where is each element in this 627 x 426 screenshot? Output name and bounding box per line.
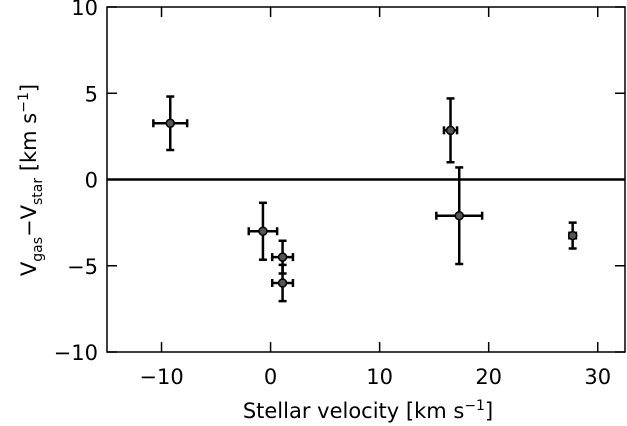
- y-label-part: gas: [30, 237, 46, 262]
- x-label-part: −1: [464, 398, 485, 414]
- data-point: [277, 278, 288, 288]
- y-label-part: −V: [17, 204, 41, 237]
- y-tick-label: −5: [67, 255, 98, 279]
- y-label-part: V: [17, 261, 41, 276]
- y-tick-label: 10: [71, 0, 98, 20]
- y-axis-label: Vgas−Vstar [km s−1]: [16, 84, 46, 276]
- x-tick-label: 0: [264, 365, 277, 389]
- x-tick-label: 30: [584, 365, 611, 389]
- data-point: [567, 230, 578, 241]
- y-tick-label: 0: [85, 169, 98, 193]
- x-tick-label: 20: [475, 365, 502, 389]
- y-tick-label: 5: [85, 82, 98, 106]
- x-axis-label: Stellar velocity [km s−1]: [243, 398, 493, 423]
- x-tick-label: 10: [366, 365, 393, 389]
- data-point: [258, 226, 268, 236]
- y-label-part: star: [30, 178, 46, 205]
- y-label-part: −1: [16, 92, 32, 113]
- y-tick-label: −10: [54, 341, 98, 365]
- x-label-part: ]: [485, 399, 493, 423]
- x-tick-label: −10: [139, 365, 183, 389]
- x-label-part: Stellar velocity [km s: [243, 399, 465, 423]
- y-label-part: [km s: [17, 113, 41, 178]
- data-point: [445, 125, 456, 136]
- y-label-part: ]: [17, 84, 41, 92]
- data-point: [454, 210, 464, 221]
- data-point: [165, 118, 176, 129]
- data-point: [277, 252, 288, 262]
